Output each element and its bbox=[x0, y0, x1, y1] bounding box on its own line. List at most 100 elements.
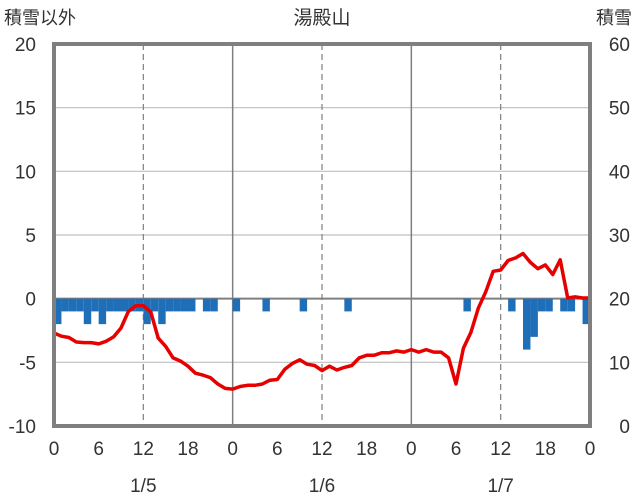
x-hour-label: 18 bbox=[177, 439, 198, 460]
left-tick-label: 5 bbox=[25, 226, 36, 247]
line-point bbox=[551, 273, 554, 276]
line-point bbox=[477, 307, 480, 310]
bar bbox=[173, 298, 181, 312]
bar bbox=[180, 298, 188, 312]
bar bbox=[61, 298, 69, 312]
x-hour-label: 12 bbox=[311, 439, 332, 460]
bar bbox=[232, 298, 241, 312]
x-hour-label: 0 bbox=[49, 439, 60, 460]
bar bbox=[210, 298, 218, 312]
line-point bbox=[142, 304, 145, 307]
line-point bbox=[410, 348, 413, 351]
x-hour-label: 12 bbox=[490, 439, 511, 460]
line-point bbox=[224, 387, 227, 390]
x-hour-label: 0 bbox=[406, 439, 417, 460]
line-point bbox=[246, 384, 249, 387]
chart-title: 湯殿山 bbox=[293, 7, 350, 29]
bar bbox=[202, 298, 211, 312]
right-tick-label: 10 bbox=[609, 353, 630, 374]
line-series-snow-depth bbox=[53, 251, 591, 391]
bar bbox=[91, 298, 99, 312]
bar bbox=[143, 298, 151, 325]
line-point bbox=[484, 290, 487, 293]
line-point bbox=[179, 360, 182, 362]
x-hour-label: 0 bbox=[585, 439, 596, 460]
line-point bbox=[194, 372, 197, 374]
line-point bbox=[566, 297, 569, 299]
line-point bbox=[455, 383, 457, 385]
line-point bbox=[417, 351, 420, 353]
snow-depth-line bbox=[53, 251, 590, 391]
line-point bbox=[306, 363, 308, 366]
line-point bbox=[380, 351, 383, 354]
line-point bbox=[544, 264, 547, 266]
line-point bbox=[261, 383, 264, 385]
line-point bbox=[559, 259, 562, 261]
line-point bbox=[202, 374, 204, 376]
line-point bbox=[149, 311, 152, 313]
bar bbox=[76, 298, 84, 312]
line-point bbox=[388, 351, 390, 354]
right-tick-label: 40 bbox=[609, 162, 630, 183]
line-point bbox=[395, 350, 398, 352]
plot-frame bbox=[52, 42, 592, 428]
line-point bbox=[470, 331, 472, 334]
right-axis-title: 積雪 bbox=[596, 8, 632, 28]
bar bbox=[83, 298, 92, 325]
line-point bbox=[537, 267, 539, 270]
line-point bbox=[68, 336, 70, 339]
line-point bbox=[239, 385, 241, 388]
right-tick-label: 20 bbox=[609, 290, 630, 311]
bar bbox=[98, 298, 107, 325]
bar bbox=[508, 298, 516, 312]
bar bbox=[106, 298, 114, 312]
line-point bbox=[269, 379, 271, 381]
line-point bbox=[373, 354, 375, 357]
line-point bbox=[492, 270, 495, 273]
line-point bbox=[254, 384, 256, 387]
bar bbox=[262, 298, 270, 312]
bar bbox=[463, 298, 471, 312]
x-hour-label: 12 bbox=[133, 439, 154, 460]
bar bbox=[545, 298, 553, 312]
bar bbox=[523, 298, 531, 350]
left-tick-label: -10 bbox=[9, 417, 36, 438]
bar bbox=[537, 298, 546, 312]
left-tick-label: 0 bbox=[25, 290, 36, 311]
left-tick-label: -5 bbox=[19, 353, 36, 374]
left-axis-title: 積雪以外 bbox=[4, 8, 76, 28]
x-hour-label: 6 bbox=[93, 439, 104, 460]
line-point bbox=[283, 368, 286, 371]
line-point bbox=[60, 335, 63, 338]
x-hour-label: 0 bbox=[227, 439, 238, 460]
bar bbox=[158, 298, 166, 325]
right-tick-label: 60 bbox=[609, 35, 630, 56]
line-point bbox=[157, 337, 160, 339]
line-point bbox=[343, 366, 346, 369]
line-point bbox=[75, 341, 78, 343]
bar bbox=[121, 298, 129, 312]
x-hour-label: 6 bbox=[272, 439, 283, 460]
line-point bbox=[172, 357, 174, 359]
line-point bbox=[499, 269, 502, 271]
line-point bbox=[514, 257, 517, 259]
line-point bbox=[164, 345, 167, 348]
line-point bbox=[105, 340, 107, 343]
line-point bbox=[425, 348, 428, 351]
right-tick-label: 0 bbox=[619, 417, 630, 438]
line-point bbox=[574, 295, 576, 298]
line-point bbox=[358, 357, 361, 359]
line-point bbox=[135, 304, 137, 307]
line-point bbox=[440, 351, 442, 353]
line-point bbox=[231, 388, 234, 390]
bar bbox=[128, 298, 136, 312]
x-hour-label: 18 bbox=[356, 439, 377, 460]
line-point bbox=[187, 365, 189, 367]
line-point bbox=[447, 357, 450, 359]
line-point bbox=[127, 310, 130, 313]
bar bbox=[68, 298, 77, 312]
line-point bbox=[82, 341, 85, 344]
bar bbox=[299, 298, 308, 312]
left-tick-label: 10 bbox=[15, 162, 36, 183]
